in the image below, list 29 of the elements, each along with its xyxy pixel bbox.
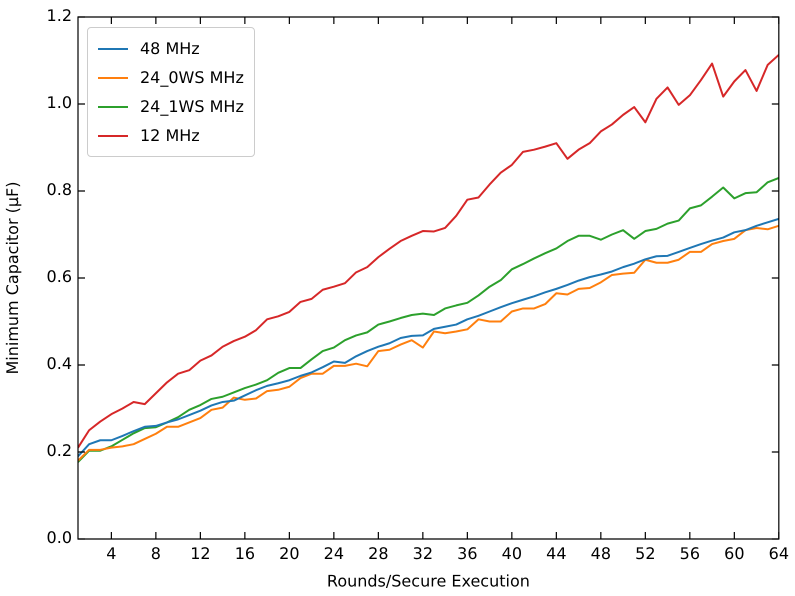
y-tick-label: 0.8 [46, 180, 72, 200]
y-tick-label: 0.6 [46, 267, 72, 286]
x-axis-title: Rounds/Secure Execution [326, 572, 530, 591]
y-tick-label: 1.0 [46, 93, 72, 112]
x-tick-label: 16 [234, 544, 256, 563]
x-tick-label: 52 [635, 544, 656, 563]
y-tick-label: 0.0 [46, 528, 72, 548]
x-tick-label: 40 [502, 544, 522, 563]
x-tick-label: 12 [190, 544, 211, 563]
y-tick-label: 0.4 [46, 354, 72, 374]
x-tick-label: 32 [412, 544, 434, 563]
x-tick-label: 48 [590, 544, 612, 563]
x-tick-label: 28 [368, 544, 389, 563]
y-tick-label: 0.2 [46, 441, 72, 460]
x-tick-label: 20 [279, 544, 300, 563]
x-tick-label: 60 [724, 544, 745, 563]
x-tick-label: 44 [546, 544, 567, 563]
x-tick-label: 56 [680, 544, 700, 563]
legend-label: 48 MHz [140, 38, 200, 60]
y-tick-label: 1.2 [46, 6, 72, 26]
legend-label: 24_1WS MHz [140, 96, 244, 118]
legend-label: 12 MHz [140, 125, 200, 147]
legend-label: 24_0WS MHz [140, 67, 244, 89]
x-tick-label: 36 [457, 544, 478, 563]
x-tick-label: 64 [768, 544, 789, 563]
x-tick-label: 8 [150, 544, 161, 563]
x-tick-label: 24 [324, 544, 344, 563]
x-tick-label: 4 [106, 544, 116, 563]
y-axis-title: Minimum Capacitor (µF) [2, 181, 22, 375]
